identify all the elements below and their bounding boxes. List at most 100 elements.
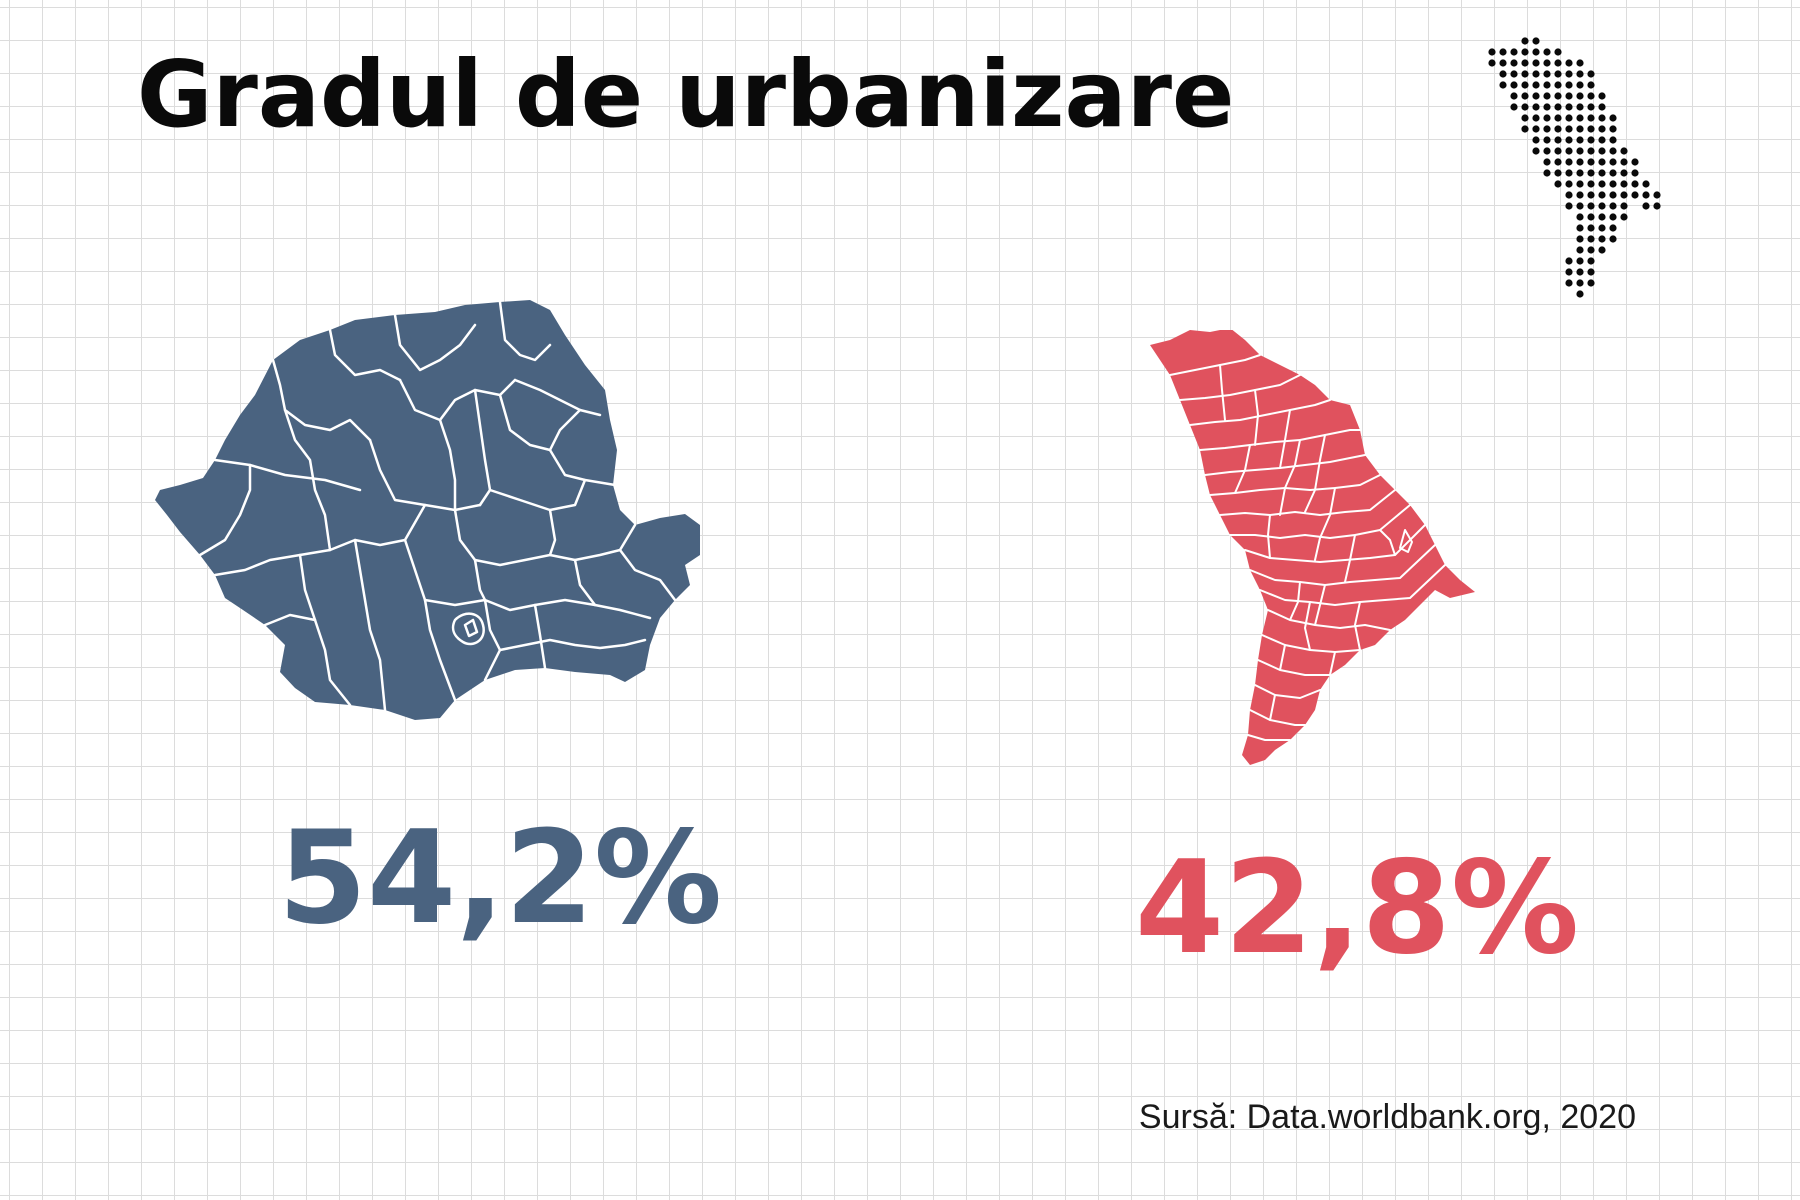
logo-dot bbox=[1532, 103, 1540, 111]
logo-dot bbox=[1598, 125, 1606, 133]
logo-dot bbox=[1620, 180, 1628, 188]
logo-dot bbox=[1598, 246, 1606, 254]
logo-dot bbox=[1554, 81, 1562, 89]
logo-dot bbox=[1488, 59, 1496, 67]
logo-dot bbox=[1565, 70, 1573, 78]
moldova-urbanization-value: 42,8% bbox=[1135, 834, 1580, 983]
logo-dot bbox=[1554, 48, 1562, 56]
logo-dot bbox=[1565, 158, 1573, 166]
logo-dot bbox=[1532, 136, 1540, 144]
logo-dot bbox=[1609, 191, 1617, 199]
logo-dot bbox=[1565, 268, 1573, 276]
moldova-map-shape bbox=[1150, 330, 1475, 765]
logo-dot bbox=[1543, 103, 1551, 111]
logo-dot bbox=[1554, 125, 1562, 133]
logo-dot bbox=[1631, 191, 1639, 199]
logo-dot bbox=[1587, 202, 1595, 210]
logo-dot bbox=[1576, 59, 1584, 67]
logo-dot bbox=[1510, 81, 1518, 89]
moldova-map-icon bbox=[1150, 330, 1475, 765]
logo-dot bbox=[1543, 125, 1551, 133]
logo-dot bbox=[1510, 103, 1518, 111]
logo-dot bbox=[1576, 279, 1584, 287]
logo-dot bbox=[1587, 158, 1595, 166]
logo-dot bbox=[1543, 81, 1551, 89]
logo-dot bbox=[1598, 92, 1606, 100]
logo-dot bbox=[1598, 224, 1606, 232]
logo-dot bbox=[1598, 147, 1606, 155]
logo-dot bbox=[1587, 224, 1595, 232]
logo-dot bbox=[1532, 48, 1540, 56]
logo-dot bbox=[1510, 48, 1518, 56]
logo-dot bbox=[1543, 92, 1551, 100]
logo-dot bbox=[1499, 81, 1507, 89]
logo-dot bbox=[1543, 169, 1551, 177]
romania-map-icon bbox=[155, 300, 700, 720]
logo-dot bbox=[1543, 114, 1551, 122]
dotted-map-logo-icon bbox=[1488, 37, 1661, 298]
logo-dot bbox=[1598, 191, 1606, 199]
logo-dot bbox=[1609, 224, 1617, 232]
logo-dot bbox=[1532, 125, 1540, 133]
logo-dot bbox=[1631, 169, 1639, 177]
logo-dot bbox=[1587, 114, 1595, 122]
logo-dot bbox=[1609, 158, 1617, 166]
logo-dot bbox=[1587, 268, 1595, 276]
logo-dot bbox=[1543, 59, 1551, 67]
source-note: Sursă: Data.worldbank.org, 2020 bbox=[1138, 1098, 1636, 1136]
logo-dot bbox=[1609, 213, 1617, 221]
logo-dot bbox=[1609, 202, 1617, 210]
logo-dot bbox=[1565, 114, 1573, 122]
logo-dot bbox=[1620, 169, 1628, 177]
logo-dot bbox=[1565, 169, 1573, 177]
logo-dot bbox=[1587, 70, 1595, 78]
logo-dot bbox=[1521, 48, 1529, 56]
logo-dot bbox=[1576, 136, 1584, 144]
logo-dot bbox=[1587, 180, 1595, 188]
logo-dot bbox=[1587, 103, 1595, 111]
logo-dot bbox=[1499, 59, 1507, 67]
logo-dot bbox=[1554, 70, 1562, 78]
logo-dot bbox=[1543, 48, 1551, 56]
logo-dot bbox=[1587, 125, 1595, 133]
logo-dot bbox=[1499, 48, 1507, 56]
logo-dot bbox=[1587, 246, 1595, 254]
romania-map-shape bbox=[155, 300, 700, 720]
logo-dot bbox=[1554, 103, 1562, 111]
logo-dot bbox=[1543, 158, 1551, 166]
logo-dot bbox=[1653, 202, 1661, 210]
logo-dot bbox=[1587, 136, 1595, 144]
logo-dot bbox=[1576, 191, 1584, 199]
logo-dot bbox=[1565, 59, 1573, 67]
logo-dot bbox=[1576, 202, 1584, 210]
logo-dot bbox=[1576, 125, 1584, 133]
logo-dot bbox=[1565, 180, 1573, 188]
logo-dot bbox=[1532, 114, 1540, 122]
logo-dot bbox=[1521, 70, 1529, 78]
logo-dot bbox=[1554, 92, 1562, 100]
logo-dot bbox=[1598, 169, 1606, 177]
logo-dot bbox=[1598, 235, 1606, 243]
logo-dot bbox=[1609, 125, 1617, 133]
logo-dot bbox=[1532, 70, 1540, 78]
logo-dot bbox=[1620, 202, 1628, 210]
logo-dot bbox=[1631, 180, 1639, 188]
logo-dot bbox=[1565, 147, 1573, 155]
logo-dot bbox=[1587, 191, 1595, 199]
logo-dot bbox=[1554, 169, 1562, 177]
logo-dot bbox=[1642, 191, 1650, 199]
logo-dot bbox=[1554, 114, 1562, 122]
logo-dot bbox=[1521, 125, 1529, 133]
logo-dot bbox=[1510, 70, 1518, 78]
logo-dot bbox=[1576, 235, 1584, 243]
logo-dot bbox=[1565, 92, 1573, 100]
logo-dot bbox=[1554, 59, 1562, 67]
logo-dot bbox=[1587, 81, 1595, 89]
page-title: Gradul de urbanizare bbox=[137, 41, 1235, 148]
logo-dot bbox=[1576, 114, 1584, 122]
logo-dot bbox=[1554, 180, 1562, 188]
logo-dot bbox=[1521, 92, 1529, 100]
logo-dot bbox=[1543, 70, 1551, 78]
logo-dot bbox=[1565, 257, 1573, 265]
logo-dot bbox=[1565, 202, 1573, 210]
